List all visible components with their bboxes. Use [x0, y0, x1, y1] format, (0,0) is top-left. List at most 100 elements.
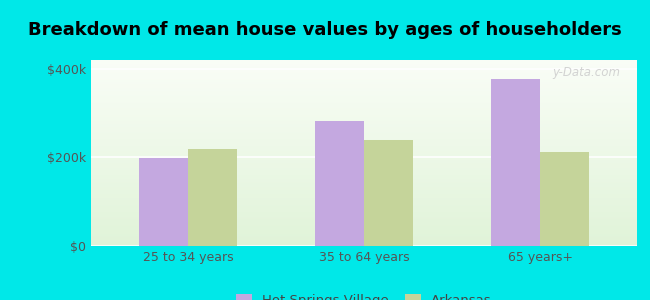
Bar	[91, 105, 637, 106]
Bar	[91, 66, 637, 67]
Bar	[91, 197, 637, 198]
Bar	[91, 88, 637, 89]
Bar	[91, 130, 637, 131]
Bar	[91, 172, 637, 173]
Bar	[91, 109, 637, 110]
Bar	[91, 118, 637, 119]
Bar	[91, 191, 637, 192]
Bar	[91, 74, 637, 75]
Bar	[91, 238, 637, 239]
Bar	[91, 244, 637, 245]
Bar	[91, 205, 637, 206]
Bar	[91, 188, 637, 189]
Bar	[91, 96, 637, 97]
Bar	[91, 102, 637, 103]
Bar	[91, 239, 637, 240]
Bar	[91, 180, 637, 181]
Bar	[91, 199, 637, 200]
Bar	[91, 182, 637, 183]
Bar	[91, 152, 637, 153]
Bar	[91, 134, 637, 135]
Bar	[91, 155, 637, 156]
Bar	[91, 171, 637, 172]
Bar	[91, 179, 637, 180]
Bar	[91, 160, 637, 161]
Bar	[91, 82, 637, 83]
Bar	[91, 228, 637, 229]
Bar	[91, 81, 637, 82]
Bar	[91, 203, 637, 204]
Bar	[91, 106, 637, 107]
Bar	[91, 181, 637, 182]
Bar	[91, 189, 637, 190]
Bar	[91, 127, 637, 128]
Legend: Hot Springs Village, Arkansas: Hot Springs Village, Arkansas	[236, 293, 492, 300]
Bar	[91, 133, 637, 134]
Bar	[91, 167, 637, 168]
Bar	[91, 235, 637, 236]
Bar	[91, 72, 637, 73]
Bar	[91, 147, 637, 148]
Bar	[91, 92, 637, 94]
Bar	[91, 103, 637, 104]
Bar	[91, 71, 637, 72]
Bar	[91, 70, 637, 71]
Bar	[91, 238, 637, 239]
Bar	[91, 226, 637, 227]
Bar	[91, 107, 637, 108]
Bar	[91, 113, 637, 114]
Bar	[91, 97, 637, 98]
Bar	[91, 165, 637, 166]
Bar	[91, 89, 637, 90]
Bar	[91, 242, 637, 243]
Bar	[91, 139, 637, 140]
Bar	[91, 237, 637, 238]
Bar	[138, 158, 188, 246]
Bar	[91, 190, 637, 191]
Bar	[91, 125, 637, 126]
Bar	[91, 153, 637, 154]
Bar	[91, 104, 637, 105]
Bar	[91, 87, 637, 88]
Bar	[91, 207, 637, 208]
Bar	[91, 98, 637, 99]
Bar	[91, 158, 637, 159]
Bar	[91, 157, 637, 158]
Bar	[91, 85, 637, 86]
Bar	[91, 219, 637, 220]
Bar	[91, 137, 637, 138]
Bar	[91, 240, 637, 241]
Bar	[91, 122, 637, 123]
Bar	[91, 84, 637, 85]
Bar	[91, 202, 637, 203]
Bar	[91, 114, 637, 115]
Bar	[91, 135, 637, 136]
Bar	[91, 217, 637, 218]
Bar	[91, 75, 637, 76]
Bar	[91, 146, 637, 147]
Bar	[91, 119, 637, 120]
Bar	[91, 160, 637, 161]
Bar	[91, 215, 637, 216]
Bar	[91, 83, 637, 84]
Bar	[91, 169, 637, 170]
Bar	[91, 196, 637, 197]
Bar	[91, 149, 637, 150]
Bar	[91, 201, 637, 202]
Bar	[91, 154, 637, 155]
Bar	[91, 76, 637, 77]
Bar	[91, 221, 637, 222]
Bar	[91, 126, 637, 127]
Bar	[91, 164, 637, 165]
Bar	[91, 73, 637, 74]
Bar	[91, 206, 637, 207]
Bar	[91, 234, 637, 235]
Bar	[91, 132, 637, 133]
Bar	[91, 151, 637, 152]
Bar	[91, 163, 637, 164]
Bar	[91, 161, 637, 162]
Bar	[91, 110, 637, 111]
Bar	[91, 136, 637, 137]
Bar	[91, 173, 637, 174]
Bar	[91, 77, 637, 78]
